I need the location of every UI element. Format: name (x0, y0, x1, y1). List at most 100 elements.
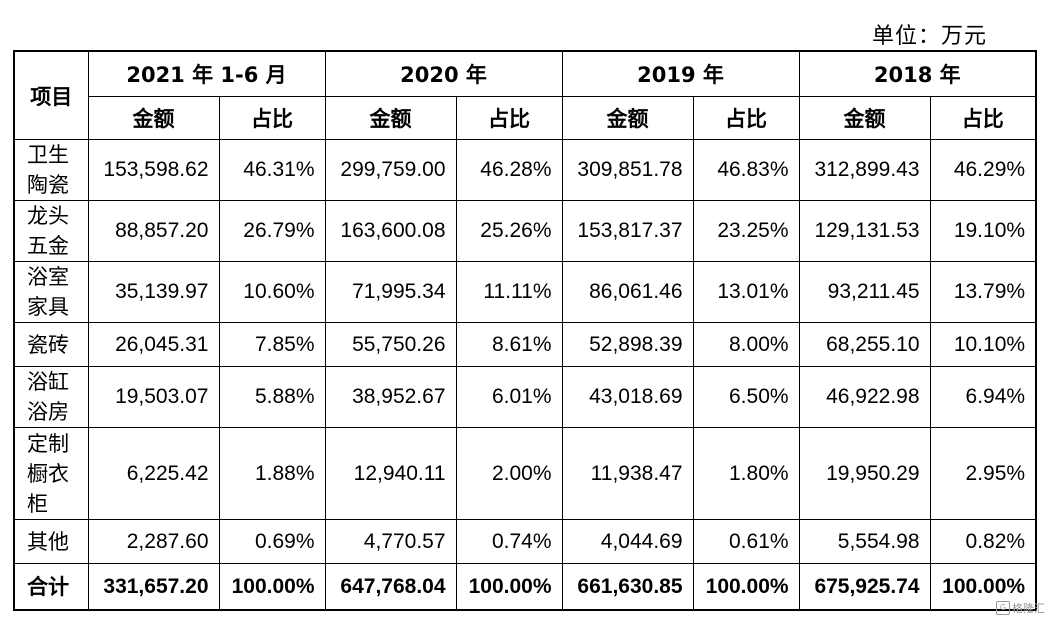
cell-share: 8.00% (692, 322, 800, 367)
header-share: 占比 (455, 96, 563, 140)
total-row: 合计 331,657.20 100.00% 647,768.04 100.00%… (13, 563, 1037, 611)
table-row: 瓷砖 26,045.31 7.85% 55,750.26 8.61% 52,89… (13, 322, 1037, 367)
total-amount: 331,657.20 (87, 563, 220, 611)
cell-share: 23.25% (692, 200, 800, 262)
watermark-logo-icon: G (996, 601, 1010, 615)
cell-amount: 55,750.26 (324, 322, 457, 367)
cell-amount: 11,938.47 (561, 427, 694, 520)
cell-amount: 26,045.31 (87, 322, 220, 367)
cell-share: 0.82% (929, 519, 1037, 564)
cell-amount: 153,817.37 (561, 200, 694, 262)
table-row: 其他 2,287.60 0.69% 4,770.57 0.74% 4,044.6… (13, 519, 1037, 564)
table-row: 浴室家具 35,139.97 10.60% 71,995.34 11.11% 8… (13, 261, 1037, 323)
table-row: 卫生陶瓷 153,598.62 46.31% 299,759.00 46.28%… (13, 139, 1037, 201)
cell-amount: 19,503.07 (87, 366, 220, 428)
total-label: 合计 (13, 563, 89, 611)
header-amount: 金额 (87, 96, 220, 140)
cell-amount: 153,598.62 (87, 139, 220, 201)
cell-share: 10.10% (929, 322, 1037, 367)
cell-amount: 35,139.97 (87, 261, 220, 323)
total-share: 100.00% (929, 563, 1037, 611)
row-label: 其他 (13, 519, 89, 564)
header-amount: 金额 (324, 96, 457, 140)
revenue-table: 项目 2021 年 1-6 月 2020 年 2019 年 2018 年 金额 … (13, 50, 1038, 611)
row-label: 龙头五金 (13, 200, 89, 262)
cell-share: 6.50% (692, 366, 800, 428)
cell-amount: 93,211.45 (798, 261, 931, 323)
cell-amount: 312,899.43 (798, 139, 931, 201)
row-label: 卫生陶瓷 (13, 139, 89, 201)
cell-amount: 86,061.46 (561, 261, 694, 323)
cell-amount: 309,851.78 (561, 139, 694, 201)
watermark-text: 格隆汇 (1012, 602, 1045, 615)
cell-share: 2.00% (455, 427, 563, 520)
cell-share: 1.88% (218, 427, 326, 520)
cell-amount: 52,898.39 (561, 322, 694, 367)
cell-share: 6.01% (455, 366, 563, 428)
cell-share: 10.60% (218, 261, 326, 323)
cell-share: 8.61% (455, 322, 563, 367)
header-period-2020: 2020 年 (324, 50, 563, 97)
row-label: 浴室家具 (13, 261, 89, 323)
cell-amount: 4,044.69 (561, 519, 694, 564)
cell-share: 0.69% (218, 519, 326, 564)
total-share: 100.00% (692, 563, 800, 611)
cell-amount: 12,940.11 (324, 427, 457, 520)
cell-amount: 43,018.69 (561, 366, 694, 428)
cell-amount: 68,255.10 (798, 322, 931, 367)
cell-share: 0.61% (692, 519, 800, 564)
cell-amount: 19,950.29 (798, 427, 931, 520)
cell-share: 2.95% (929, 427, 1037, 520)
cell-amount: 163,600.08 (324, 200, 457, 262)
header-share: 占比 (929, 96, 1037, 140)
header-amount: 金额 (798, 96, 931, 140)
header-row-metrics: 金额 占比 金额 占比 金额 占比 金额 占比 (14, 96, 1037, 140)
watermark: G 格隆汇 (996, 600, 1045, 616)
total-share: 100.00% (455, 563, 563, 611)
header-item: 项目 (13, 50, 89, 140)
cell-share: 25.26% (455, 200, 563, 262)
total-amount: 647,768.04 (324, 563, 457, 611)
cell-share: 46.29% (929, 139, 1037, 201)
cell-share: 0.74% (455, 519, 563, 564)
cell-amount: 299,759.00 (324, 139, 457, 201)
header-period-2018: 2018 年 (798, 50, 1037, 97)
row-label: 定制橱衣柜 (13, 427, 89, 520)
cell-amount: 38,952.67 (324, 366, 457, 428)
table-row: 浴缸浴房 19,503.07 5.88% 38,952.67 6.01% 43,… (13, 366, 1037, 428)
cell-share: 13.79% (929, 261, 1037, 323)
cell-share: 46.31% (218, 139, 326, 201)
cell-amount: 88,857.20 (87, 200, 220, 262)
cell-share: 13.01% (692, 261, 800, 323)
cell-amount: 4,770.57 (324, 519, 457, 564)
cell-amount: 46,922.98 (798, 366, 931, 428)
cell-share: 5.88% (218, 366, 326, 428)
total-share: 100.00% (218, 563, 326, 611)
cell-amount: 6,225.42 (87, 427, 220, 520)
header-period-2021h1: 2021 年 1-6 月 (87, 50, 326, 97)
cell-share: 46.83% (692, 139, 800, 201)
header-share: 占比 (218, 96, 326, 140)
table-row: 龙头五金 88,857.20 26.79% 163,600.08 25.26% … (13, 200, 1037, 262)
cell-share: 1.80% (692, 427, 800, 520)
total-amount: 675,925.74 (798, 563, 931, 611)
row-label: 瓷砖 (13, 322, 89, 367)
cell-amount: 5,554.98 (798, 519, 931, 564)
total-amount: 661,630.85 (561, 563, 694, 611)
cell-amount: 71,995.34 (324, 261, 457, 323)
row-label: 浴缸浴房 (13, 366, 89, 428)
header-amount: 金额 (561, 96, 694, 140)
cell-amount: 2,287.60 (87, 519, 220, 564)
header-period-2019: 2019 年 (561, 50, 800, 97)
cell-share: 19.10% (929, 200, 1037, 262)
header-share: 占比 (692, 96, 800, 140)
cell-share: 11.11% (455, 261, 563, 323)
table-row: 定制橱衣柜 6,225.42 1.88% 12,940.11 2.00% 11,… (13, 427, 1037, 520)
cell-amount: 129,131.53 (798, 200, 931, 262)
cell-share: 6.94% (929, 366, 1037, 428)
cell-share: 7.85% (218, 322, 326, 367)
cell-share: 46.28% (455, 139, 563, 201)
cell-share: 26.79% (218, 200, 326, 262)
unit-label: 单位：万元 (871, 24, 987, 49)
header-row-periods: 项目 2021 年 1-6 月 2020 年 2019 年 2018 年 (13, 50, 1037, 140)
